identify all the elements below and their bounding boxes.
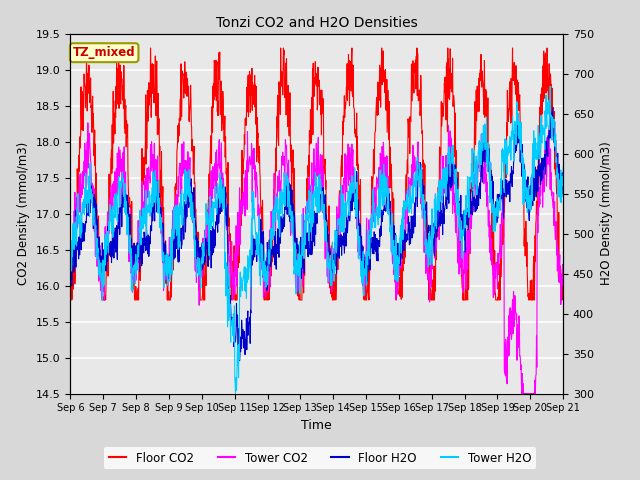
Tower H2O [67, 263, 74, 268]
Title: Tonzi CO2 and H2O Densities: Tonzi CO2 and H2O Densities [216, 16, 418, 30]
Tower H2O [232, 391, 239, 396]
Tower CO2 [164, 275, 172, 280]
Floor CO2 [67, 290, 74, 296]
Floor CO2 [232, 292, 239, 298]
Floor CO2 [177, 117, 184, 123]
Tower H2O [501, 136, 509, 142]
Floor CO2 [394, 273, 401, 278]
Floor H2O [458, 235, 465, 241]
Y-axis label: CO2 Density (mmol/m3): CO2 Density (mmol/m3) [17, 142, 30, 285]
Floor CO2 [147, 45, 154, 51]
Tower CO2 [518, 391, 525, 396]
Floor CO2 [559, 286, 567, 292]
X-axis label: Time: Time [301, 419, 332, 432]
Floor H2O [176, 238, 184, 244]
Y-axis label: H2O Density (mmol/m3): H2O Density (mmol/m3) [600, 142, 612, 286]
Floor H2O [393, 261, 401, 266]
Tower H2O [458, 218, 465, 224]
Tower H2O [164, 271, 172, 276]
Floor CO2 [165, 288, 173, 294]
Floor CO2 [458, 275, 466, 280]
Tower CO2 [84, 120, 92, 126]
Line: Floor H2O: Floor H2O [70, 105, 563, 360]
Tower CO2 [559, 266, 567, 272]
Tower CO2 [393, 272, 401, 278]
Line: Tower H2O: Tower H2O [70, 86, 563, 394]
Legend: Floor CO2, Tower CO2, Floor H2O, Tower H2O: Floor CO2, Tower CO2, Floor H2O, Tower H… [104, 447, 536, 469]
Tower H2O [176, 200, 184, 206]
Tower H2O [393, 268, 401, 274]
Text: TZ_mixed: TZ_mixed [73, 46, 136, 59]
Floor H2O [164, 276, 172, 282]
Floor H2O [231, 339, 239, 345]
Tower CO2 [177, 171, 184, 177]
Tower H2O [231, 380, 239, 386]
Floor H2O [67, 281, 74, 287]
Floor H2O [236, 358, 243, 363]
Tower H2O [547, 84, 554, 89]
Tower CO2 [501, 340, 509, 346]
Tower CO2 [458, 271, 465, 277]
Floor CO2 [67, 297, 75, 303]
Line: Floor CO2: Floor CO2 [70, 48, 563, 300]
Floor CO2 [502, 150, 509, 156]
Tower H2O [559, 164, 567, 170]
Floor H2O [559, 183, 567, 189]
Floor H2O [546, 102, 554, 108]
Tower CO2 [232, 274, 239, 279]
Tower CO2 [67, 254, 74, 260]
Floor H2O [501, 186, 509, 192]
Line: Tower CO2: Tower CO2 [70, 123, 563, 394]
